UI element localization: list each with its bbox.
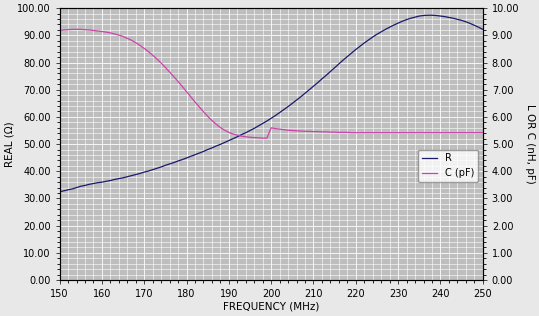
R — [310, 84, 317, 88]
C (pF) — [361, 131, 368, 135]
C (pF) — [90, 28, 96, 32]
R — [57, 190, 63, 194]
R — [162, 163, 169, 167]
C (pF) — [480, 131, 486, 135]
C (pF) — [167, 70, 173, 74]
C (pF) — [57, 28, 63, 32]
X-axis label: FREQUENCY (MHz): FREQUENCY (MHz) — [223, 302, 320, 312]
R — [425, 13, 431, 17]
C (pF) — [255, 136, 262, 140]
Y-axis label: L OR C (nH, pF): L OR C (nH, pF) — [525, 104, 535, 184]
R — [374, 32, 380, 36]
Line: C (pF): C (pF) — [60, 29, 483, 138]
R — [480, 27, 486, 31]
R — [353, 48, 359, 52]
R — [86, 182, 93, 186]
Line: R: R — [60, 15, 483, 192]
C (pF) — [382, 131, 389, 135]
Y-axis label: REAL (Ω): REAL (Ω) — [4, 121, 14, 167]
R — [251, 126, 258, 130]
C (pF) — [319, 130, 325, 134]
Legend: R, C (pF): R, C (pF) — [418, 149, 478, 182]
C (pF) — [259, 136, 266, 140]
C (pF) — [69, 27, 75, 31]
